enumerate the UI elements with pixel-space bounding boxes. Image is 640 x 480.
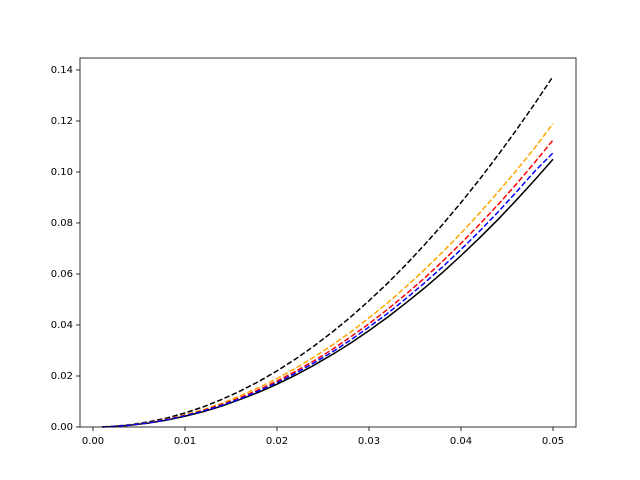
data-line bbox=[102, 123, 554, 428]
x-tick-label: 0.03 bbox=[358, 436, 380, 447]
x-tick-label: 0.02 bbox=[266, 436, 288, 447]
y-tick-label: 0.00 bbox=[51, 422, 73, 433]
data-line bbox=[102, 158, 554, 428]
y-tick-label: 0.02 bbox=[51, 371, 73, 382]
x-tick-label: 0.05 bbox=[542, 436, 564, 447]
x-tick-label: 0.04 bbox=[450, 436, 472, 447]
y-tick-label: 0.04 bbox=[51, 320, 73, 331]
x-tick-label: 0.01 bbox=[174, 436, 196, 447]
y-tick-label: 0.10 bbox=[51, 167, 73, 178]
data-line bbox=[102, 139, 554, 428]
data-line bbox=[102, 152, 554, 428]
y-tick-label: 0.14 bbox=[51, 65, 73, 76]
plot-frame bbox=[79, 57, 577, 428]
y-tick-label: 0.08 bbox=[51, 218, 73, 229]
y-tick-label: 0.12 bbox=[51, 116, 73, 127]
data-line bbox=[102, 75, 554, 428]
y-tick-label: 0.06 bbox=[51, 269, 73, 280]
x-tick-label: 0.00 bbox=[82, 436, 104, 447]
